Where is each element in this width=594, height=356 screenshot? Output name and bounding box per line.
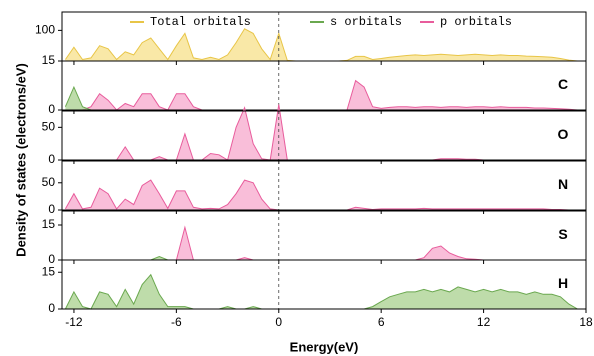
x-tick-label: 6 bbox=[378, 315, 385, 329]
area-fill bbox=[65, 104, 578, 160]
area-fill bbox=[65, 80, 578, 110]
panel-frame bbox=[61, 60, 587, 111]
y-tick-label: 0 bbox=[48, 301, 55, 315]
y-tick-label: 15 bbox=[42, 217, 56, 231]
panel-label: H bbox=[558, 275, 568, 291]
panel-label: C bbox=[558, 76, 568, 92]
panel-label: O bbox=[558, 126, 569, 142]
panel-label: S bbox=[558, 226, 567, 242]
panel-label: N bbox=[558, 176, 568, 192]
y-tick-label: 15 bbox=[42, 264, 56, 278]
panel-frame bbox=[61, 210, 587, 261]
area-fill bbox=[65, 180, 578, 210]
y-tick-label: 0 bbox=[48, 152, 55, 166]
panel-frame bbox=[61, 259, 587, 310]
area-fill bbox=[65, 28, 578, 61]
legend-label: s orbitals bbox=[330, 15, 402, 29]
area-line bbox=[65, 255, 578, 261]
y-tick-label: 100 bbox=[35, 23, 55, 37]
area-fill bbox=[65, 274, 578, 309]
legend-label: p orbitals bbox=[440, 15, 512, 29]
y-tick-label: 50 bbox=[42, 120, 56, 134]
y-tick-label: 0 bbox=[48, 202, 55, 216]
area-line bbox=[65, 104, 578, 161]
x-tick-label: -12 bbox=[65, 315, 83, 329]
legend-label: Total orbitals bbox=[150, 15, 251, 29]
x-tick-label: 12 bbox=[477, 315, 491, 329]
y-axis-label: Density of states (electrons/eV) bbox=[13, 63, 28, 257]
x-axis-label: Energy(eV) bbox=[290, 339, 359, 354]
y-tick-label: 0 bbox=[48, 252, 55, 266]
panel-frame bbox=[61, 160, 587, 211]
y-tick-label: 50 bbox=[42, 175, 56, 189]
x-tick-label: 0 bbox=[275, 315, 282, 329]
x-tick-label: 18 bbox=[579, 315, 593, 329]
area-fill bbox=[65, 256, 578, 260]
area-fill bbox=[65, 227, 578, 260]
y-tick-label: 15 bbox=[42, 53, 56, 67]
area-line bbox=[65, 225, 578, 261]
panel-frame bbox=[61, 110, 587, 161]
y-tick-label: 0 bbox=[48, 102, 55, 116]
x-tick-label: -6 bbox=[171, 315, 182, 329]
